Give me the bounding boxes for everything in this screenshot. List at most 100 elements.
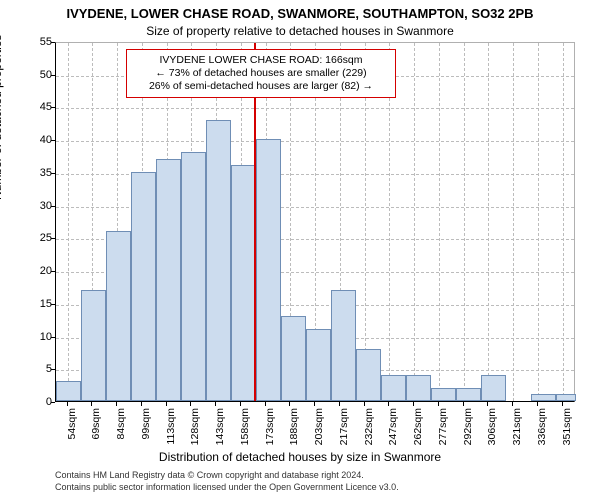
x-tick-label: 217sqm (338, 408, 350, 445)
histogram-bar (356, 349, 381, 401)
chart-subtitle: Size of property relative to detached ho… (0, 24, 600, 38)
gridline-vertical (538, 43, 539, 401)
y-tick-label: 55 (22, 36, 52, 48)
gridline-vertical (563, 43, 564, 401)
x-tick-label: 306sqm (486, 408, 498, 445)
x-tick-mark (438, 402, 439, 406)
histogram-bar (556, 394, 576, 401)
x-tick-label: 113sqm (165, 408, 177, 445)
x-tick-label: 203sqm (313, 408, 325, 445)
histogram-bar (381, 375, 406, 401)
y-tick-mark (51, 42, 55, 43)
x-tick-label: 143sqm (214, 408, 226, 445)
x-tick-label: 173sqm (264, 408, 276, 445)
chart-title: IVYDENE, LOWER CHASE ROAD, SWANMORE, SOU… (0, 6, 600, 21)
histogram-bar (481, 375, 506, 401)
x-tick-mark (116, 402, 117, 406)
x-tick-label: 277sqm (437, 408, 449, 445)
x-tick-mark (463, 402, 464, 406)
histogram-bar (456, 388, 481, 401)
x-tick-mark (265, 402, 266, 406)
x-tick-mark (413, 402, 414, 406)
gridline-vertical (68, 43, 69, 401)
y-tick-mark (51, 75, 55, 76)
x-axis-label: Distribution of detached houses by size … (0, 450, 600, 464)
histogram-bar (231, 165, 256, 401)
histogram-bar (256, 139, 281, 401)
histogram-bar (406, 375, 431, 401)
gridline-vertical (414, 43, 415, 401)
x-tick-mark (314, 402, 315, 406)
x-tick-label: 158sqm (239, 408, 251, 445)
histogram-bar (306, 329, 331, 401)
x-tick-mark (141, 402, 142, 406)
y-tick-label: 50 (22, 69, 52, 81)
histogram-bar (56, 381, 81, 401)
histogram-bar (331, 290, 356, 401)
x-tick-label: 128sqm (189, 408, 201, 445)
histogram-bar (181, 152, 206, 401)
x-tick-mark (240, 402, 241, 406)
y-tick-label: 10 (22, 331, 52, 343)
histogram-bar (431, 388, 456, 401)
x-tick-mark (166, 402, 167, 406)
y-tick-label: 20 (22, 265, 52, 277)
x-tick-mark (289, 402, 290, 406)
annotation-line-3: 26% of semi-detached houses are larger (… (133, 80, 389, 93)
histogram-bar (206, 120, 231, 401)
histogram-bar (281, 316, 306, 401)
gridline-vertical (464, 43, 465, 401)
x-tick-mark (339, 402, 340, 406)
x-tick-mark (388, 402, 389, 406)
x-tick-mark (190, 402, 191, 406)
x-tick-mark (512, 402, 513, 406)
y-tick-label: 40 (22, 134, 52, 146)
x-tick-label: 321sqm (511, 408, 523, 445)
y-axis-label: Number of detached properties (0, 35, 4, 200)
y-tick-label: 45 (22, 101, 52, 113)
gridline-vertical (488, 43, 489, 401)
x-tick-label: 69sqm (90, 408, 102, 440)
x-tick-label: 188sqm (288, 408, 300, 445)
x-tick-mark (537, 402, 538, 406)
histogram-bar (131, 172, 156, 401)
histogram-bar (531, 394, 556, 401)
x-tick-mark (215, 402, 216, 406)
y-tick-label: 15 (22, 298, 52, 310)
histogram-bar (106, 231, 131, 401)
x-tick-label: 262sqm (412, 408, 424, 445)
attribution-line-1: Contains HM Land Registry data © Crown c… (55, 470, 399, 482)
x-tick-label: 54sqm (66, 408, 78, 440)
y-tick-label: 25 (22, 232, 52, 244)
y-tick-label: 35 (22, 167, 52, 179)
annotation-line-1: IVYDENE LOWER CHASE ROAD: 166sqm (133, 54, 389, 67)
x-tick-mark (91, 402, 92, 406)
plot-area: IVYDENE LOWER CHASE ROAD: 166sqm ← 73% o… (55, 42, 575, 402)
x-tick-label: 232sqm (363, 408, 375, 445)
annotation-box: IVYDENE LOWER CHASE ROAD: 166sqm ← 73% o… (126, 49, 396, 98)
x-tick-label: 99sqm (140, 408, 152, 440)
x-tick-mark (364, 402, 365, 406)
attribution-line-2: Contains public sector information licen… (55, 482, 399, 494)
y-tick-mark (51, 337, 55, 338)
y-tick-mark (51, 402, 55, 403)
histogram-bar (81, 290, 106, 401)
attribution-text: Contains HM Land Registry data © Crown c… (55, 470, 399, 493)
y-tick-mark (51, 304, 55, 305)
x-tick-label: 351sqm (561, 408, 573, 445)
y-tick-mark (51, 238, 55, 239)
gridline-vertical (439, 43, 440, 401)
x-tick-label: 247sqm (387, 408, 399, 445)
y-tick-label: 5 (22, 363, 52, 375)
gridline-vertical (513, 43, 514, 401)
y-tick-mark (51, 369, 55, 370)
y-tick-mark (51, 107, 55, 108)
y-tick-label: 30 (22, 200, 52, 212)
x-tick-mark (67, 402, 68, 406)
x-tick-mark (562, 402, 563, 406)
x-tick-label: 84sqm (115, 408, 127, 440)
histogram-bar (156, 159, 181, 401)
y-tick-mark (51, 140, 55, 141)
y-tick-label: 0 (22, 396, 52, 408)
x-tick-label: 292sqm (462, 408, 474, 445)
